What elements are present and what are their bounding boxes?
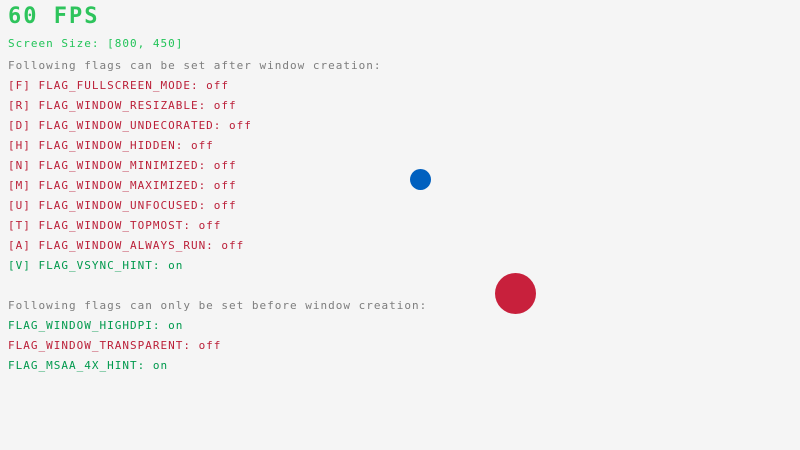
flag-row-flag-vsync-hint[interactable]: [V] FLAG_VSYNC_HINT: on	[8, 259, 184, 272]
flag-row-flag-window-resizable[interactable]: [R] FLAG_WINDOW_RESIZABLE: off	[8, 99, 237, 112]
flag-row-flag-window-topmost[interactable]: [T] FLAG_WINDOW_TOPMOST: off	[8, 219, 222, 232]
red-ball-shape	[495, 273, 536, 314]
startup-flag-row-flag-msaa-4x-hint[interactable]: FLAG_MSAA_4X_HINT: on	[8, 359, 169, 372]
flag-row-flag-window-minimized[interactable]: [N] FLAG_WINDOW_MINIMIZED: off	[8, 159, 237, 172]
flag-row-flag-window-undecorated[interactable]: [D] FLAG_WINDOW_UNDECORATED: off	[8, 119, 252, 132]
flag-row-flag-fullscreen-mode[interactable]: [F] FLAG_FULLSCREEN_MODE: off	[8, 79, 230, 92]
flag-row-flag-window-hidden[interactable]: [H] FLAG_WINDOW_HIDDEN: off	[8, 139, 214, 152]
startup-flag-row-flag-window-highdpi[interactable]: FLAG_WINDOW_HIGHDPI: on	[8, 319, 184, 332]
fps-counter: 60 FPS	[8, 4, 100, 29]
startup-flag-row-flag-window-transparent[interactable]: FLAG_WINDOW_TRANSPARENT: off	[8, 339, 222, 352]
startup-flags-heading: Following flags can only be set before w…	[8, 299, 428, 312]
screen-size-label: Screen Size: [800, 450]	[8, 37, 184, 50]
flag-row-flag-window-always-run[interactable]: [A] FLAG_WINDOW_ALWAYS_RUN: off	[8, 239, 245, 252]
runtime-flags-heading: Following flags can be set after window …	[8, 59, 382, 72]
blue-ball-shape	[410, 169, 431, 190]
flag-row-flag-window-maximized[interactable]: [M] FLAG_WINDOW_MAXIMIZED: off	[8, 179, 237, 192]
flag-row-flag-window-unfocused[interactable]: [U] FLAG_WINDOW_UNFOCUSED: off	[8, 199, 237, 212]
